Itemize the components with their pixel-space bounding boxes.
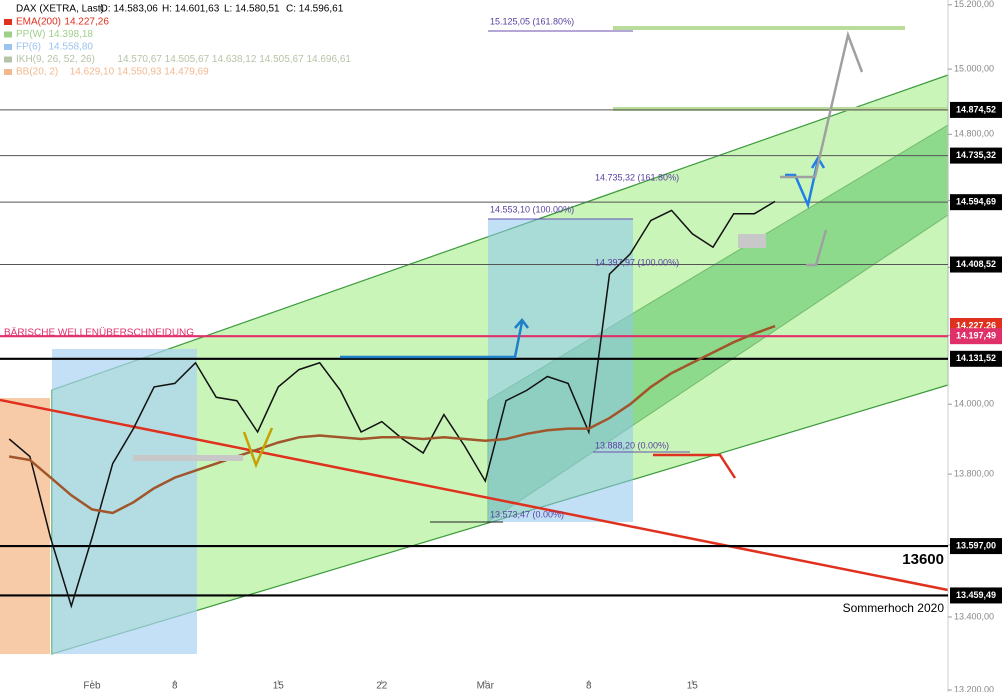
arrow: [780, 30, 864, 179]
indicator-name: EMA(200): [16, 17, 61, 28]
fib-label: 15.125,05 (161.80%): [490, 16, 574, 26]
y-tick-label: 14.800,00: [954, 129, 994, 139]
level-label: 14.131,52: [956, 353, 996, 363]
annotation: Sommerhoch 2020: [843, 601, 945, 615]
fib-label: 13.888,20 (0.00%): [595, 440, 669, 450]
indicator-swatch: [4, 19, 12, 25]
arrow: [340, 321, 524, 359]
ohlc: L: 14.580,51: [224, 4, 280, 15]
indicator-name: BB(20, 2): [16, 67, 58, 78]
header: DAX (XETRA, Last)O: 14.583,06 H: 14.601,6…: [4, 4, 351, 78]
ohlc: C: 14.596,61: [286, 4, 344, 15]
x-tick-label: Feb: [83, 681, 101, 692]
x-tick-label: 15: [687, 681, 699, 692]
fib-label: 14.735,32 (161.80%): [595, 172, 679, 182]
level-label: 14.227,26: [956, 320, 996, 330]
level-label: 14.197,49: [956, 331, 996, 341]
annotation: BÄRISCHE WELLENÜBERSCHNEIDUNG: [4, 327, 194, 339]
indicator-swatch: [4, 31, 12, 38]
y-tick-label: 14.000,00: [954, 399, 994, 409]
level-box: [950, 538, 1002, 555]
indicator-swatch: [4, 44, 12, 50]
level-label: 14.874,52: [956, 104, 996, 114]
arrow: [242, 427, 274, 469]
arrow: [810, 155, 826, 169]
pivot-band: [613, 26, 905, 30]
symbol: DAX (XETRA, Last): [16, 4, 104, 15]
x-tick-label: 8: [172, 681, 178, 692]
y-tick-label: 15.200,00: [954, 0, 994, 9]
plot: [0, 4, 952, 691]
level-box: [950, 350, 1002, 367]
indicator-name: FP(6): [16, 42, 41, 53]
level-label: 13.597,00: [956, 540, 996, 550]
indicator-values: 14.227,26: [64, 17, 109, 28]
indicator-swatch: [4, 69, 12, 75]
arrows: [133, 30, 864, 479]
price-line: [8, 200, 776, 609]
fib-label: 13.573,47 (0.00%): [490, 509, 564, 519]
orange-zone: [0, 398, 50, 654]
y-tick-label: 13.200,00: [954, 684, 994, 692]
y-tick-label: 15.000,00: [954, 63, 994, 73]
level-box: [950, 256, 1002, 273]
y-tick-label: 13.800,00: [954, 468, 994, 478]
box: [738, 234, 766, 248]
arrow: [514, 318, 529, 329]
x-tick-label: 22: [376, 681, 388, 692]
level-box: [950, 101, 1002, 118]
indicator-name: IKH(9, 26, 52, 26): [16, 54, 95, 65]
arrow: [653, 453, 737, 479]
annotation: 13600: [902, 551, 944, 568]
arrow: [785, 159, 820, 210]
indicator-name: PP(W): [16, 29, 45, 40]
trend-line: [0, 398, 949, 592]
ohlc: O: 14.583,06: [100, 4, 158, 15]
indicator-values: 14.629,10 14.550,93 14.479,69: [70, 67, 209, 78]
level-box: [950, 328, 1002, 345]
level-box: [950, 587, 1002, 604]
x-tick-label: 15: [273, 681, 285, 692]
box: [133, 455, 243, 461]
level-box: [950, 147, 1002, 164]
level-label: 13.459,49: [956, 590, 996, 600]
level-label: 14.408,52: [956, 259, 996, 269]
pivot-band: [613, 107, 948, 111]
fib-label: 14.397,97 (100.00%): [595, 257, 679, 267]
y-tick-label: 13.400,00: [954, 611, 994, 621]
indicator-values: 14.398,18: [49, 29, 94, 40]
blue-zone: [52, 349, 197, 654]
level-box: [950, 194, 1002, 211]
fib-label: 14.553,10 (100.00%): [490, 204, 574, 214]
level-label: 14.735,32: [956, 150, 996, 160]
indicator-values: 14.570,67 14.505,67 14.638,12 14.505,67 …: [117, 54, 351, 65]
x-tick-label: Mär: [477, 681, 495, 692]
x-tick-label: 8: [586, 681, 592, 692]
arrow: [806, 229, 828, 267]
indicator-values: 14.558,80: [49, 42, 94, 53]
ohlc: H: 14.601,63: [162, 4, 220, 15]
indicator-swatch: [4, 56, 12, 63]
ema-line: [8, 324, 776, 515]
level-label: 14.594,69: [956, 197, 996, 207]
blue-zone: [488, 219, 633, 522]
